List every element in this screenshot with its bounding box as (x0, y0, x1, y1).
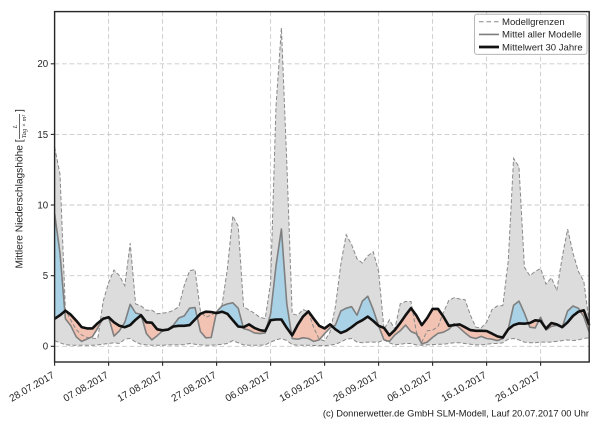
svg-text:Mittlere Niederschlagshöhe [: Mittlere Niederschlagshöhe [ (14, 139, 25, 268)
svg-text:]: ] (14, 109, 25, 112)
svg-text:L: L (12, 124, 19, 129)
svg-text:Modellgrenzen: Modellgrenzen (502, 17, 565, 28)
svg-text:15: 15 (37, 130, 48, 141)
svg-text:Mittel aller Modelle: Mittel aller Modelle (502, 30, 582, 41)
svg-text:Mittelwert 30 Jahre: Mittelwert 30 Jahre (502, 42, 583, 53)
svg-text:(c) Donnerwetter.de GmbH SLM-M: (c) Donnerwetter.de GmbH SLM-Modell, Lau… (323, 409, 589, 419)
svg-text:0: 0 (43, 342, 49, 353)
svg-text:5: 5 (43, 271, 48, 282)
svg-text:Tag × m²: Tag × m² (21, 115, 28, 138)
svg-text:20: 20 (37, 59, 48, 70)
svg-text:10: 10 (37, 200, 48, 211)
